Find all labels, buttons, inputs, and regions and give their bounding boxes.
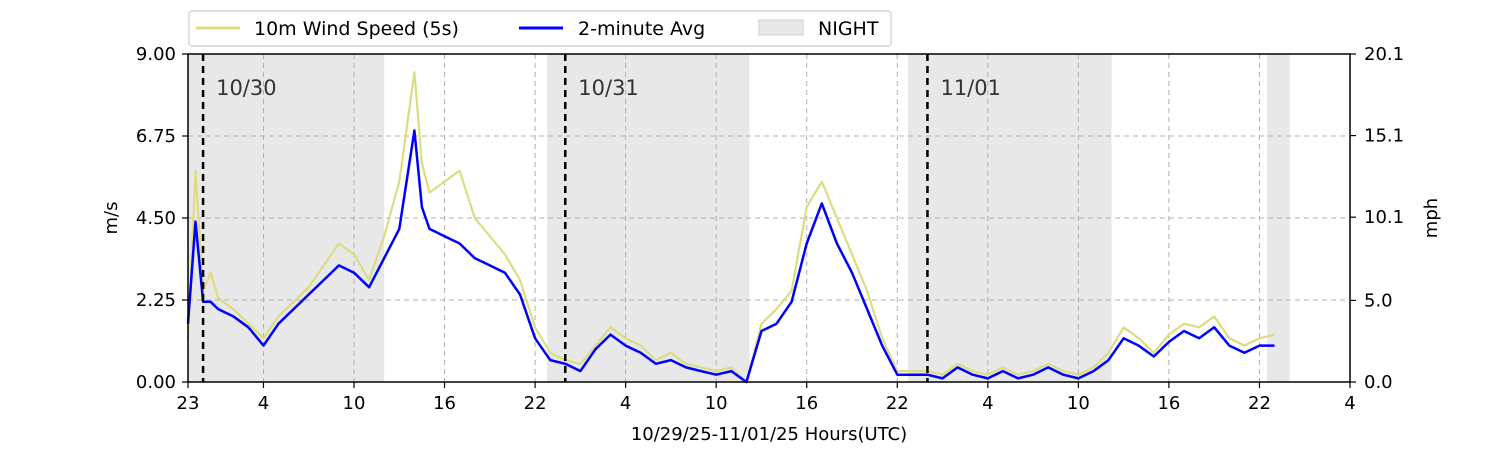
x-tick-label: 10 [1067,393,1090,414]
legend-label: 2-minute Avg [578,18,705,40]
x-axis-label: 10/29/25-11/01/25 Hours(UTC) [631,424,907,445]
y-axis-label-left: m/s [101,202,122,235]
x-tick-label: 22 [1248,393,1271,414]
y-tick-label-right: 20.1 [1364,44,1404,65]
y-tick-label-left: 4.50 [136,208,176,229]
axis-ticks: 23 4 10 16 22 4 10 16 22 4 10 16 22 4 0.00 2.25 4.50 6.75… [136,44,1404,414]
y-tick-label-left: 9.00 [136,44,176,65]
day-markers: 10/30 10/31 11/01 [201,54,1001,382]
legend-label: NIGHT [818,18,879,40]
legend-label: 10m Wind Speed (5s) [254,18,459,40]
x-tick-label: 22 [886,393,909,414]
x-tick-label: 16 [433,393,456,414]
series-lines [186,71,1275,384]
x-tick-label: 16 [1157,393,1180,414]
x-tick-label: 4 [982,393,993,414]
series-line-2min-avg [186,129,1275,384]
x-tick-label: 4 [1344,393,1355,414]
y-tick-label-left: 0.00 [136,372,176,393]
x-tick-label: 10 [343,393,366,414]
legend-swatch-night [758,19,804,36]
day-marker-label: 11/01 [940,76,1001,100]
x-tick-label: 4 [620,393,631,414]
y-tick-label-left: 2.25 [136,290,176,311]
x-tick-label: 10 [705,393,728,414]
x-tick-label: 23 [177,393,200,414]
y-tick-label-right: 10.1 [1364,207,1404,228]
y-tick-label-right: 15.1 [1364,126,1404,147]
y-axis-label-right: mph [1421,198,1442,238]
legend: 10m Wind Speed (5s) 2-minute Avg NIGHT [188,10,892,47]
x-tick-label: 16 [795,393,818,414]
y-tick-label-left: 6.75 [136,126,176,147]
day-marker-label: 10/31 [578,76,639,100]
day-marker-label: 10/30 [216,76,277,100]
x-tick-label: 22 [524,393,547,414]
series-line-5s-wind [186,71,1275,384]
y-tick-label-right: 5.0 [1364,290,1393,311]
y-tick-label-right: 0.0 [1364,372,1393,393]
x-tick-label: 4 [258,393,269,414]
